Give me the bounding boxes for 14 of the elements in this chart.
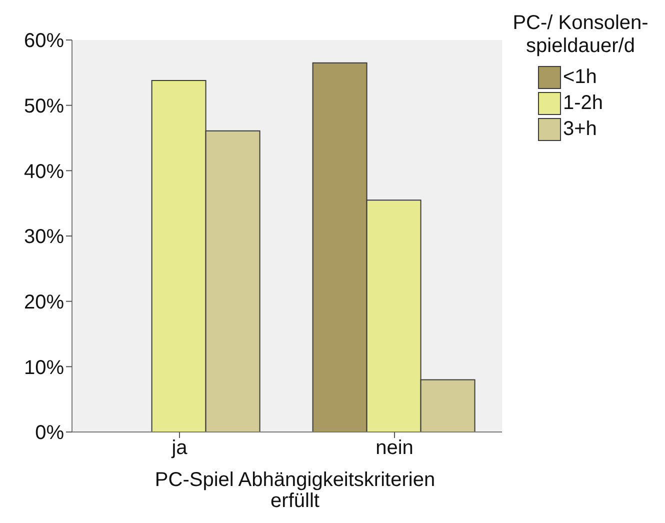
y-tick-label: 10% (24, 356, 64, 379)
x-tick-label: ja (170, 437, 188, 460)
legend-label: <1h (563, 66, 597, 88)
legend-title: PC-/ Konsolen-spieldauer/d (512, 12, 650, 58)
y-tick-label: 60% (24, 30, 64, 52)
legend-label: 3+h (563, 118, 597, 140)
y-tick-label: 20% (24, 291, 64, 314)
x-axis-title: PC-Spiel Abhängigkeitskriterien erfüllt (154, 469, 436, 512)
y-tick-label: 30% (24, 226, 64, 248)
x-tick-label: nein (376, 437, 414, 460)
y-tick-label: 0% (35, 422, 64, 444)
legend-label: 1-2h (563, 92, 604, 114)
y-tick-label: 50% (24, 95, 64, 118)
y-tick-label: 40% (24, 160, 64, 183)
